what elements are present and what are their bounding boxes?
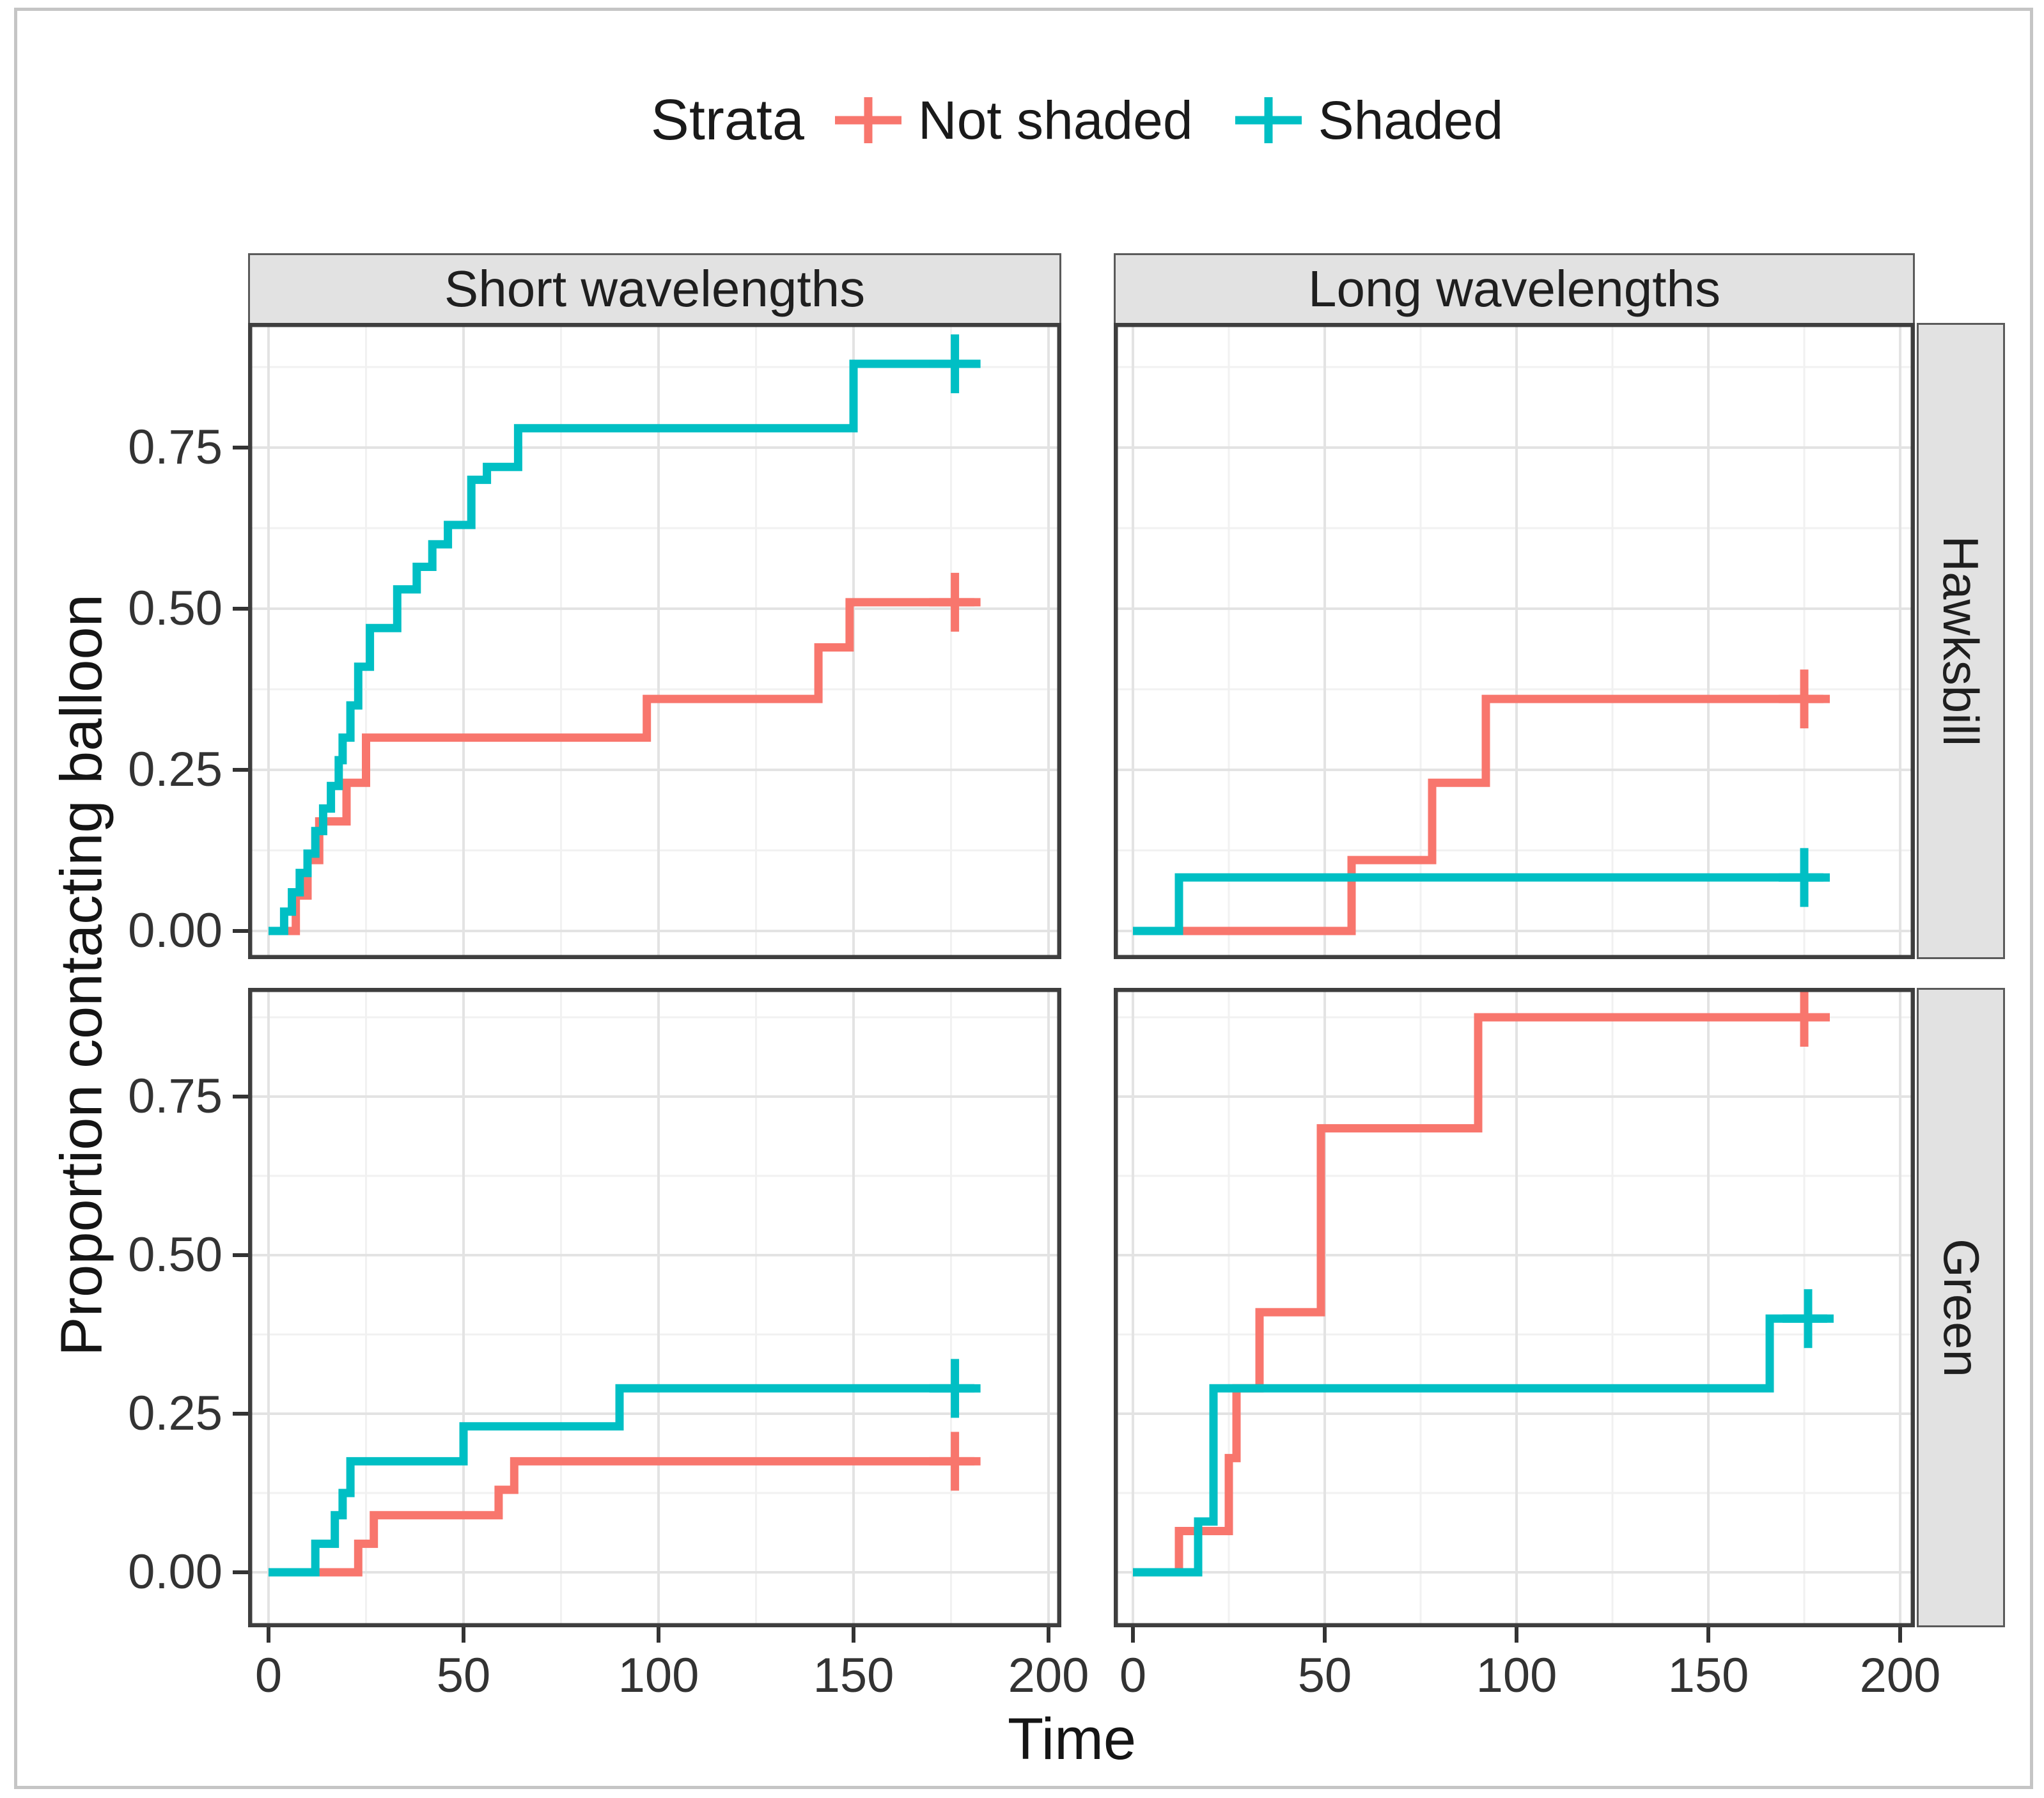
x-tick-mark: [852, 1627, 855, 1643]
panel-hawksbill-short-wavelengths: [248, 323, 1061, 959]
curve-not-shaded: [1133, 694, 1823, 935]
x-tick-label: 50: [436, 1648, 491, 1703]
curve-not-shaded: [269, 598, 975, 935]
y-tick-label: 0.50: [128, 1228, 222, 1282]
x-tick-label: 200: [1008, 1648, 1089, 1703]
y-tick-mark: [233, 1253, 248, 1257]
x-tick-mark: [462, 1627, 465, 1643]
x-tick-label: 0: [1119, 1648, 1147, 1703]
y-tick-mark: [233, 1095, 248, 1098]
figure-border: [14, 8, 2033, 1789]
facet-strip-label: Long wavelengths: [1308, 260, 1720, 317]
facet-strip-hawksbill: Hawksbill: [1917, 323, 2005, 959]
y-tick-label: 0.75: [128, 1069, 222, 1123]
x-tick-mark: [1047, 1627, 1050, 1643]
y-tick-mark: [233, 1570, 248, 1574]
y-tick-mark: [233, 768, 248, 772]
x-tick-mark: [1706, 1627, 1710, 1643]
curve-shaded: [269, 1384, 975, 1577]
legend-label-shaded: Shaded: [1318, 90, 1504, 150]
y-tick-label: 0.00: [128, 1545, 222, 1599]
panel-hawksbill-long-wavelengths: [1114, 323, 1915, 959]
not-shaded-key-icon: [834, 97, 901, 143]
y-tick-label: 0.50: [128, 581, 222, 636]
x-tick-label: 50: [1297, 1648, 1352, 1703]
panel-background: [1114, 988, 1915, 1627]
x-tick-label: 100: [618, 1648, 699, 1703]
x-tick-mark: [1898, 1627, 1902, 1643]
y-tick-mark: [233, 1412, 248, 1416]
x-tick-mark: [1131, 1627, 1135, 1643]
y-tick-mark: [233, 607, 248, 611]
facet-strip-label: Green: [1933, 1238, 1990, 1377]
facet-strip-green: Green: [1917, 988, 2005, 1627]
x-tick-mark: [1515, 1627, 1518, 1643]
curve-shaded: [1133, 1314, 1827, 1577]
x-tick-label: 200: [1859, 1648, 1941, 1703]
y-tick-label: 0.75: [128, 420, 222, 474]
y-tick-label: 0.00: [128, 903, 222, 958]
facet-strip-label: Short wavelengths: [444, 260, 866, 317]
legend: Strata Not shaded Shaded: [55, 82, 2044, 159]
x-tick-label: 0: [254, 1648, 283, 1703]
legend-title: Strata: [650, 88, 804, 152]
panel-green-short-wavelengths: [248, 988, 1061, 1627]
x-tick-mark: [657, 1627, 660, 1643]
curve-shaded: [1133, 873, 1823, 935]
x-axis-title: Time: [1007, 1707, 1137, 1772]
y-tick-label: 0.25: [128, 1386, 222, 1441]
x-tick-mark: [267, 1627, 270, 1643]
y-tick-mark: [233, 929, 248, 933]
x-tick-label: 100: [1476, 1648, 1557, 1703]
facet-strip-label: Hawksbill: [1933, 535, 1990, 747]
legend-label-not-shaded: Not shaded: [917, 90, 1193, 150]
panel-green-long-wavelengths: [1114, 988, 1915, 1627]
x-tick-mark: [1323, 1627, 1327, 1643]
x-tick-label: 150: [813, 1648, 894, 1703]
y-tick-label: 0.25: [128, 742, 222, 797]
curve-shaded: [269, 359, 975, 935]
facet-strip-short-wavelengths: Short wavelengths: [248, 253, 1061, 325]
x-tick-label: 150: [1667, 1648, 1749, 1703]
curve-not-shaded: [269, 1457, 975, 1577]
panel-background: [1114, 323, 1915, 959]
facet-strip-long-wavelengths: Long wavelengths: [1114, 253, 1915, 325]
y-tick-mark: [233, 446, 248, 450]
shaded-key-icon: [1235, 97, 1302, 143]
panel-background: [248, 988, 1061, 1627]
